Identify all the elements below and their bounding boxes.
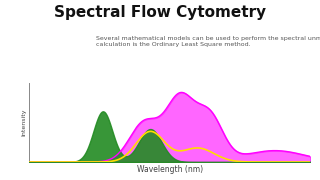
X-axis label: Wavelength (nm): Wavelength (nm)	[137, 165, 203, 174]
Text: Several mathematical models can be used to perform the spectral unmixing calcula: Several mathematical models can be used …	[96, 36, 320, 47]
Text: Spectral Flow Cytometry: Spectral Flow Cytometry	[54, 5, 266, 20]
Y-axis label: Intensity: Intensity	[21, 109, 26, 136]
